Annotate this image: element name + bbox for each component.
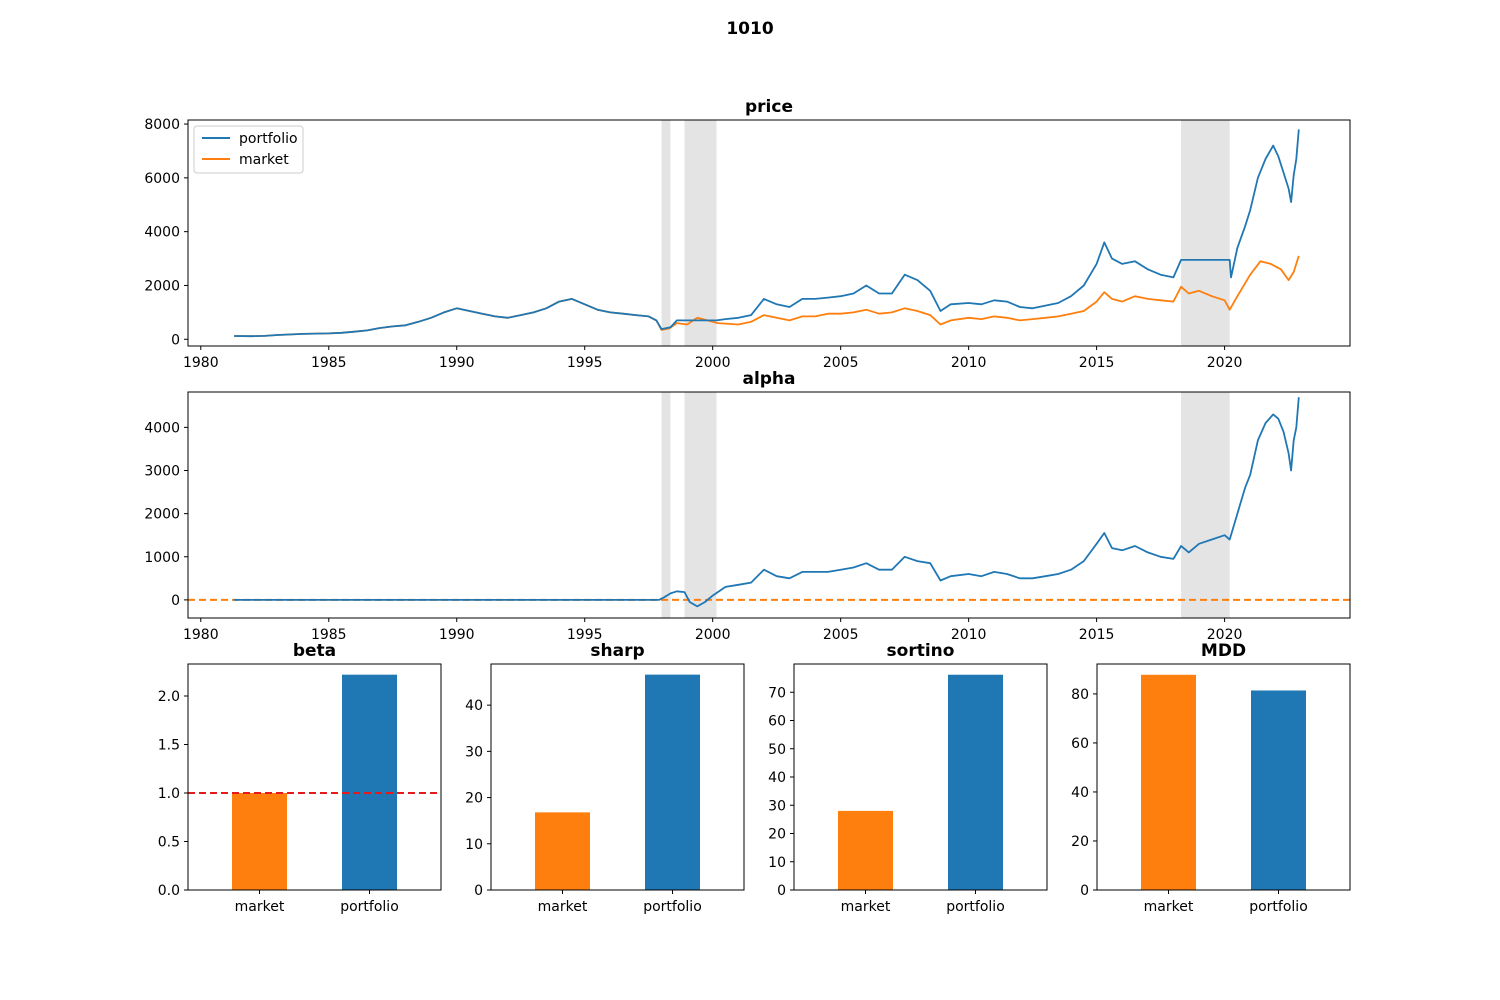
x-tick-label: 1990 [439,355,475,371]
bar-market [232,793,287,890]
bar-market [838,810,893,890]
chart-title: sortino [887,641,955,661]
plot-frame [490,663,745,891]
y-tick-label: 30 [465,744,483,760]
y-tick-label: 10 [465,837,483,853]
y-tick-label: 40 [768,770,786,786]
mdd-chart: market portfolio 0 20 40 60 80 MDD [1071,641,1351,915]
price-chart: 1980 1985 1990 1995 2000 2005 2010 2015 2020 0 200… [144,97,1351,371]
chart-title: price [745,97,793,117]
chart-title: alpha [742,369,795,389]
y-tick-label: 10 [768,855,786,871]
sharp-chart: market portfolio 0 10 20 30 40 sharp [465,641,745,915]
y-tick-label: 4000 [144,225,180,241]
figure-title: 1010 [726,19,773,39]
shaded-period [1181,392,1230,618]
legend-label-portfolio: portfolio [239,131,298,147]
series-line-alpha [234,397,1300,608]
x-tick-label: market [538,899,588,915]
shaded-period [684,392,717,618]
y-tick-label: 50 [768,742,786,758]
x-tick-label: 1985 [311,355,347,371]
x-tick-label: 1980 [183,627,219,643]
x-tick-label: 2020 [1207,355,1243,371]
x-tick-label: 1995 [567,355,603,371]
plot-frame [187,119,1351,347]
plot-frame [187,391,1351,619]
y-tick-label: 6000 [144,171,180,187]
shaded-period [1181,120,1230,346]
y-tick-label: 60 [1071,736,1089,752]
x-tick-label: 2005 [823,355,859,371]
x-tick-label: portfolio [643,899,702,915]
y-tick-label: 8000 [144,117,180,133]
x-tick-label: portfolio [340,899,399,915]
bar-portfolio [948,674,1003,890]
y-tick-label: 30 [768,798,786,814]
x-tick-label: 2010 [951,627,987,643]
x-tick-label: 1990 [439,627,475,643]
y-tick-label: 2000 [144,278,180,294]
y-tick-label: 40 [1071,785,1089,801]
y-tick-label: 70 [768,685,786,701]
x-tick-label: market [235,899,285,915]
y-tick-label: 40 [465,698,483,714]
x-tick-label: 2015 [1079,355,1115,371]
shaded-period [661,120,671,346]
plot-frame [1096,663,1351,891]
y-tick-label: 1.0 [158,786,180,802]
y-tick-label: 3000 [144,463,180,479]
plot-frame [187,663,442,891]
bar-portfolio [1251,690,1306,890]
x-tick-label: portfolio [946,899,1005,915]
bar-market [1141,674,1196,890]
beta-chart: market portfolio 0.0 0.5 1.0 1.5 2.0 beta [158,641,442,915]
x-tick-label: 2000 [695,627,731,643]
sortino-chart: market portfolio 0 10 20 30 40 50 60 70 sortino [768,641,1048,915]
y-tick-label: 20 [1071,834,1089,850]
x-tick-label: 2005 [823,627,859,643]
bar-portfolio [645,674,700,890]
x-tick-label: 2010 [951,355,987,371]
y-tick-label: 0 [474,883,483,899]
x-tick-label: market [841,899,891,915]
x-tick-label: 1995 [567,627,603,643]
y-tick-label: 2.0 [158,689,180,705]
chart-title: beta [293,641,336,661]
shaded-period [661,392,671,618]
x-tick-label: 2000 [695,355,731,371]
alpha-chart: 1980 1985 1990 1995 2000 2005 2010 2015 2020 0 100… [144,369,1351,643]
series-line-portfolio [234,129,1300,338]
y-tick-label: 0.5 [158,835,180,851]
shaded-period [684,120,717,346]
x-tick-label: portfolio [1249,899,1308,915]
bar-market [535,812,590,890]
y-tick-label: 20 [465,791,483,807]
y-tick-label: 80 [1071,687,1089,703]
y-tick-label: 0.0 [158,883,180,899]
x-tick-label: 1985 [311,627,347,643]
y-tick-label: 4000 [144,420,180,436]
y-tick-label: 0 [171,332,180,348]
x-tick-label: 2015 [1079,627,1115,643]
x-tick-label: 1980 [183,355,219,371]
legend-label-market: market [239,152,289,168]
y-tick-label: 20 [768,827,786,843]
y-tick-label: 60 [768,714,786,730]
bar-portfolio [342,674,397,890]
y-tick-label: 0 [171,593,180,609]
chart-title: MDD [1201,641,1246,661]
y-tick-label: 2000 [144,507,180,523]
y-tick-label: 0 [777,883,786,899]
x-tick-label: market [1144,899,1194,915]
y-tick-label: 1000 [144,550,180,566]
chart-title: sharp [590,641,644,661]
y-tick-label: 0 [1080,883,1089,899]
y-tick-label: 1.5 [158,738,180,754]
x-tick-label: 2020 [1207,627,1243,643]
